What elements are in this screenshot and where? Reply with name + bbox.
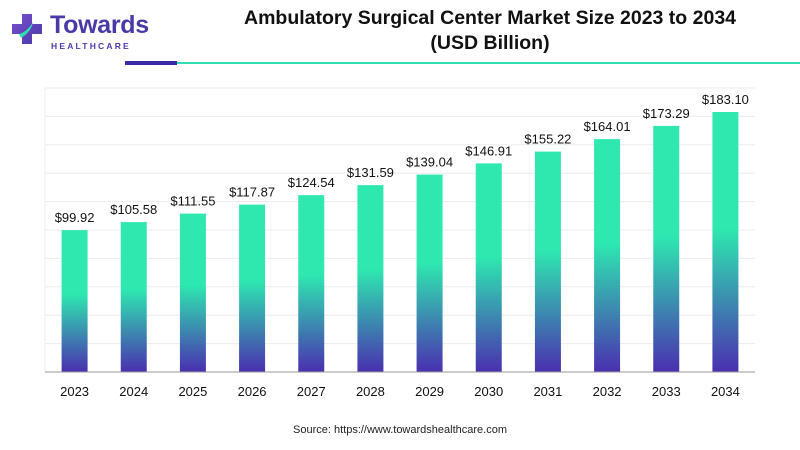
bar-2030	[475, 163, 502, 372]
x-tick-label-2033: 2033	[652, 384, 681, 399]
bar-2031	[534, 151, 561, 372]
grid-lines	[44, 87, 755, 372]
brand-name: Towards	[50, 11, 149, 39]
bar-2024	[120, 222, 147, 372]
bar-2028	[357, 185, 384, 372]
data-label-2031: $155.22	[524, 132, 571, 147]
data-label-2033: $173.29	[643, 106, 690, 121]
x-tick-label-2029: 2029	[415, 384, 444, 399]
bar-2034	[712, 111, 739, 373]
x-tick-label-2032: 2032	[593, 384, 622, 399]
bar-2026	[239, 204, 266, 372]
x-tick-label-2034: 2034	[711, 384, 740, 399]
data-label-2030: $146.91	[465, 143, 512, 158]
data-label-2032: $164.01	[584, 119, 631, 134]
bar-2029	[416, 174, 443, 372]
data-label-2026: $117.87	[229, 185, 275, 200]
x-tick-label-2026: 2026	[238, 384, 267, 399]
data-label-2023: $99.92	[55, 210, 95, 225]
x-axis: 2023 2024 2025 2026 2027 2028 2029 2030 2031 2032…	[45, 371, 755, 399]
header-rule	[177, 62, 800, 64]
x-tick-label-2031: 2031	[533, 384, 562, 399]
header-rule-accent	[125, 61, 177, 65]
bar-2023	[61, 230, 88, 372]
data-labels: $99.92 $105.58 $111.55 $117.87 $124.54 $131.5…	[55, 92, 749, 225]
medical-cross-icon	[12, 14, 42, 44]
x-tick-label-2023: 2023	[60, 384, 89, 399]
bar-2033	[653, 125, 680, 373]
chart-title: Ambulatory Surgical Center Market Size 2…	[170, 6, 800, 56]
bar-2027	[298, 195, 325, 372]
x-tick-label-2027: 2027	[297, 384, 326, 399]
data-label-2029: $139.04	[406, 155, 453, 170]
data-label-2024: $105.58	[110, 202, 157, 217]
brand-logo: Towards HEALTHCARE	[10, 8, 170, 56]
data-label-2027: $124.54	[288, 175, 335, 190]
x-tick-label-2024: 2024	[119, 384, 148, 399]
bar-2025	[179, 213, 206, 372]
x-tick-label-2025: 2025	[178, 384, 207, 399]
chart-title-line2: (USD Billion)	[430, 32, 550, 54]
data-label-2028: $131.59	[347, 165, 394, 180]
bars	[61, 111, 739, 373]
brand-subtitle: HEALTHCARE	[51, 41, 131, 51]
chart-title-line1: Ambulatory Surgical Center Market Size 2…	[243, 7, 737, 29]
x-tick-label-2028: 2028	[356, 384, 385, 399]
bar-2032	[594, 139, 621, 372]
data-label-2034: $183.10	[702, 92, 749, 107]
x-tick-label-2030: 2030	[474, 384, 503, 399]
data-label-2025: $111.55	[170, 194, 215, 209]
source-note: Source: https://www.towardshealthcare.co…	[293, 424, 507, 436]
